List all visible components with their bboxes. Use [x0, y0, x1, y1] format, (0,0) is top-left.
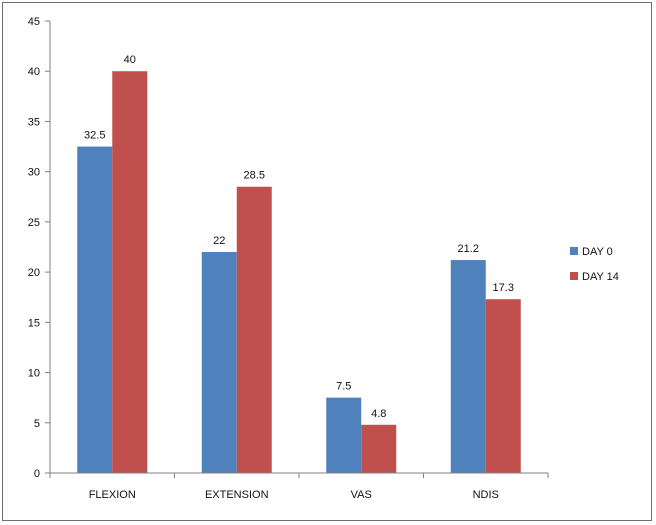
y-tick-label: 15	[28, 317, 40, 329]
category-label: FLEXION	[89, 489, 136, 501]
y-tick-label: 5	[34, 418, 40, 430]
legend: DAY 0 DAY 14	[570, 246, 619, 283]
category-label: NDIS	[473, 489, 499, 501]
legend-label: DAY 0	[582, 246, 613, 258]
y-tick-label: 10	[28, 368, 40, 380]
bar-flexion-series-1	[112, 71, 148, 473]
legend-swatch	[570, 272, 578, 280]
bar-vas-series-0	[326, 397, 362, 473]
bar-flexion-series-0	[77, 146, 113, 474]
y-axis: 0 5 10 15 20 25 30 35 40 45	[28, 16, 51, 480]
data-label: 7.5	[336, 381, 351, 393]
data-label: 40	[124, 54, 136, 66]
y-tick-label: 20	[28, 267, 40, 279]
category-label: VAS	[351, 489, 372, 501]
y-tick-label: 25	[28, 217, 40, 229]
bar-vas-series-1	[361, 424, 397, 473]
bar-extension-series-0	[201, 252, 237, 473]
bar-extension-series-1	[236, 186, 272, 473]
bars: 32.5 40 22 28.5 7.5 4.8 21.2 17.3	[77, 54, 521, 474]
bar-ndis-series-0	[450, 260, 486, 473]
legend-label: DAY 14	[582, 271, 619, 283]
legend-swatch	[570, 247, 578, 255]
y-tick-label: 40	[28, 66, 40, 78]
data-label: 21.2	[458, 243, 479, 255]
data-label: 4.8	[371, 408, 386, 420]
y-tick-label: 45	[28, 16, 40, 28]
bar-ndis-series-1	[485, 299, 521, 473]
category-label: EXTENSION	[205, 489, 269, 501]
y-tick-label: 35	[28, 116, 40, 128]
y-tick-label: 30	[28, 167, 40, 179]
data-label: 22	[213, 235, 225, 247]
data-label: 28.5	[244, 170, 265, 182]
y-tick-label: 0	[34, 468, 40, 480]
data-label: 32.5	[84, 130, 105, 142]
data-label: 17.3	[493, 282, 514, 294]
x-axis: FLEXION EXTENSION VAS NDIS	[49, 472, 549, 501]
